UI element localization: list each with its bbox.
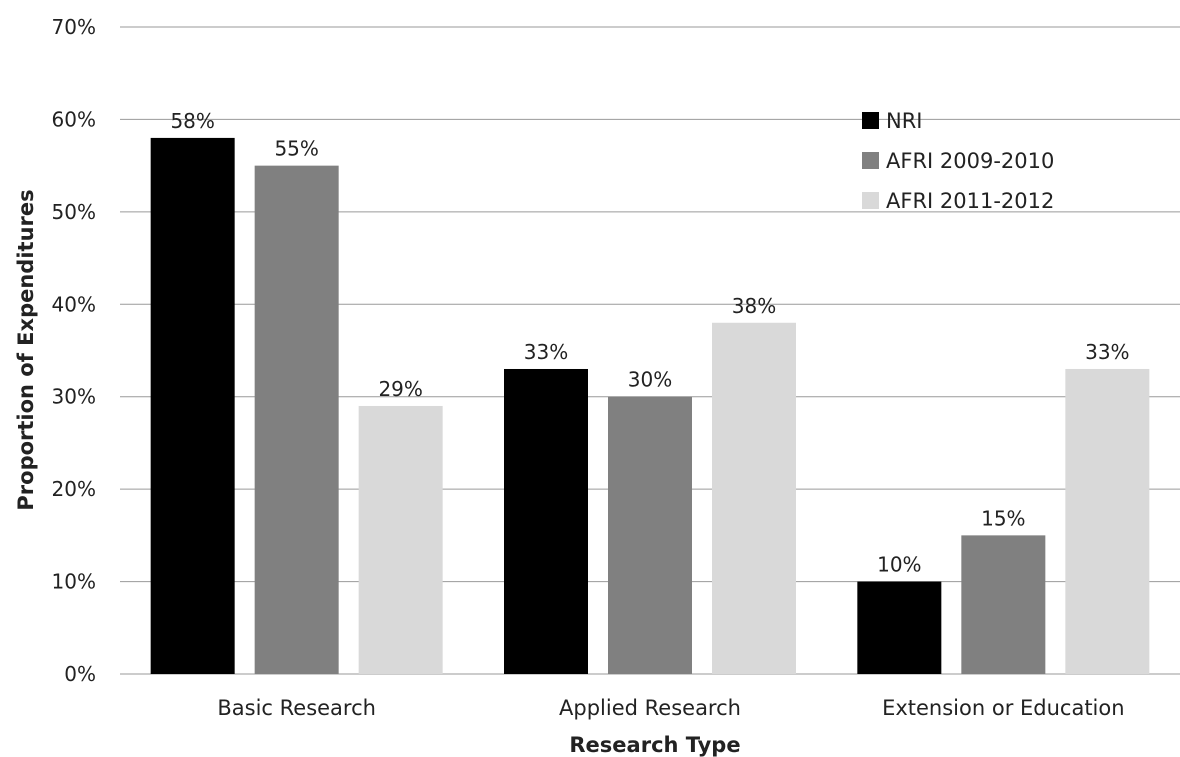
x-category-label: Basic Research — [217, 696, 376, 720]
legend-label: AFRI 2009-2010 — [886, 149, 1054, 173]
bar — [961, 535, 1046, 674]
y-tick-label: 70% — [52, 15, 96, 39]
y-tick-label: 10% — [52, 570, 96, 594]
bars — [150, 137, 1150, 674]
x-axis-categories: Basic Research Applied Research Extension … — [217, 696, 1124, 720]
data-labels: 58% 55% 29% 33% 30% 38% 10% 15% 33% — [170, 109, 1129, 577]
y-tick-label: 30% — [52, 385, 96, 409]
data-label: 10% — [877, 553, 921, 577]
data-label: 58% — [170, 109, 214, 133]
bar — [150, 137, 235, 674]
y-tick-label: 0% — [64, 662, 96, 686]
legend-swatch — [862, 112, 879, 129]
data-label: 30% — [628, 368, 672, 392]
bar — [358, 405, 443, 674]
data-label: 55% — [274, 137, 318, 161]
bar — [712, 322, 796, 674]
bar — [254, 165, 339, 674]
y-tick-label: 60% — [52, 107, 96, 131]
data-label: 29% — [378, 377, 422, 401]
y-tick-label: 20% — [52, 477, 96, 501]
bar — [608, 396, 692, 674]
legend: NRI AFRI 2009-2010 AFRI 2011-2012 — [862, 109, 1054, 213]
legend-label: AFRI 2011-2012 — [886, 189, 1054, 213]
y-tick-label: 50% — [52, 200, 96, 224]
data-label: 38% — [732, 294, 776, 318]
bar — [1065, 368, 1150, 674]
data-label: 33% — [1085, 340, 1129, 364]
bar — [857, 581, 942, 674]
x-category-label: Extension or Education — [882, 696, 1124, 720]
y-axis-title: Proportion of Expenditures — [14, 189, 38, 510]
legend-label: NRI — [886, 109, 923, 133]
x-category-label: Applied Research — [559, 696, 741, 720]
legend-swatch — [862, 152, 879, 169]
y-tick-label: 40% — [52, 292, 96, 316]
x-axis-title: Research Type — [569, 733, 740, 757]
bar — [504, 368, 588, 674]
y-axis-ticks: 0% 10% 20% 30% 40% 50% 60% 70% — [52, 15, 96, 686]
data-label: 15% — [981, 506, 1025, 530]
legend-swatch — [862, 192, 879, 209]
data-label: 33% — [524, 340, 568, 364]
